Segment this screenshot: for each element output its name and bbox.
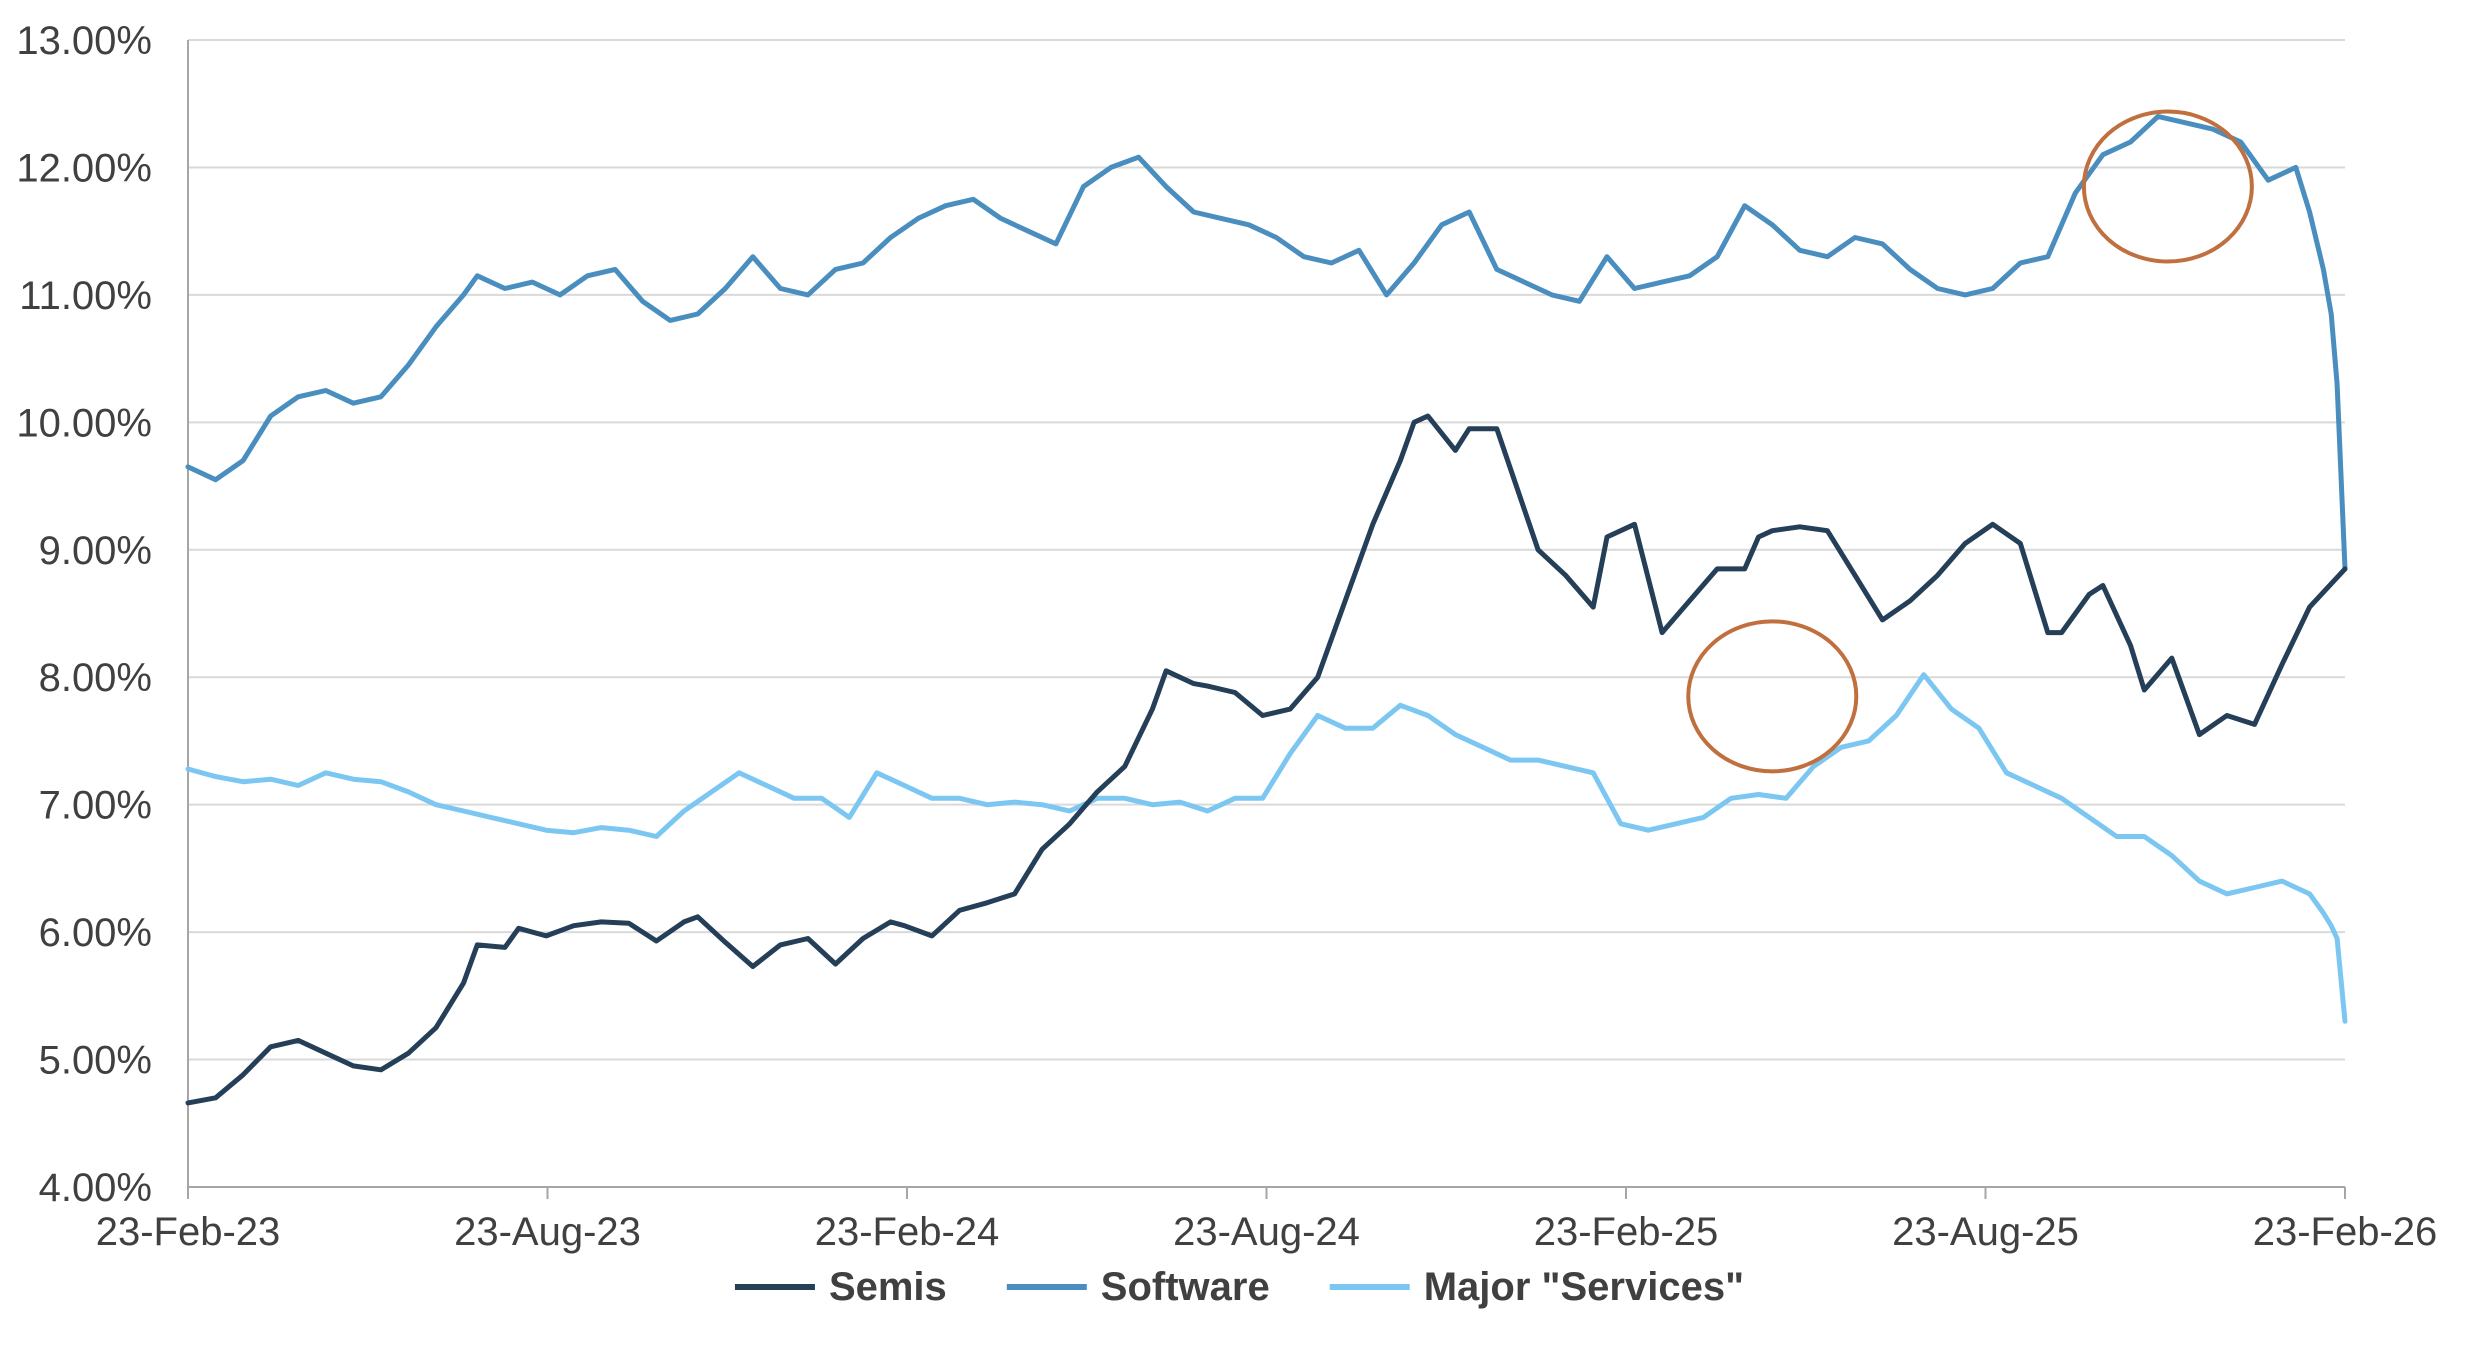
- x-tick-label: 23-Feb-26: [2253, 1210, 2438, 1254]
- annotation-circle: [1686, 619, 1859, 774]
- legend-label: Software: [1101, 1265, 1270, 1309]
- x-tick-label: 23-Aug-24: [1173, 1210, 1360, 1254]
- x-tick-label: 23-Feb-24: [815, 1210, 1000, 1254]
- y-tick-label: 11.00%: [19, 274, 152, 318]
- y-tick-label: 12.00%: [16, 146, 152, 190]
- axes: 4.00% 5.00% 6.00% 7.00% 8.00% 9.00% 10.00% 11.0…: [16, 19, 2437, 1254]
- y-tick-label: 7.00%: [39, 784, 152, 828]
- y-tick-label: 8.00%: [39, 656, 152, 700]
- y-tick-label: 10.00%: [16, 401, 152, 445]
- y-tick-label: 13.00%: [16, 19, 152, 63]
- x-tick-label: 23-Aug-25: [1892, 1210, 2079, 1254]
- series-line-major-services: [185, 672, 2348, 1024]
- legend-label: Major "Services": [1424, 1265, 1744, 1309]
- y-tick-label: 4.00%: [39, 1166, 152, 1210]
- x-tick-label: 23-Feb-23: [96, 1210, 281, 1254]
- series-line-software: [185, 114, 2348, 572]
- gridlines: [188, 39, 2345, 1061]
- x-tick-label: 23-Aug-23: [454, 1210, 641, 1254]
- y-tick-label: 5.00%: [39, 1039, 152, 1083]
- series-line-semis: [185, 413, 2348, 1106]
- y-tick-label: 6.00%: [39, 911, 152, 955]
- x-tick-label: 23-Feb-25: [1534, 1210, 1719, 1254]
- legend: Semis Software Major "Services": [734, 1265, 1744, 1309]
- series-lines: [185, 114, 2348, 1106]
- annotations: [1686, 109, 2254, 774]
- y-tick-label: 9.00%: [39, 529, 152, 573]
- annotation-circle: [2081, 109, 2254, 264]
- legend-label: Semis: [829, 1265, 947, 1309]
